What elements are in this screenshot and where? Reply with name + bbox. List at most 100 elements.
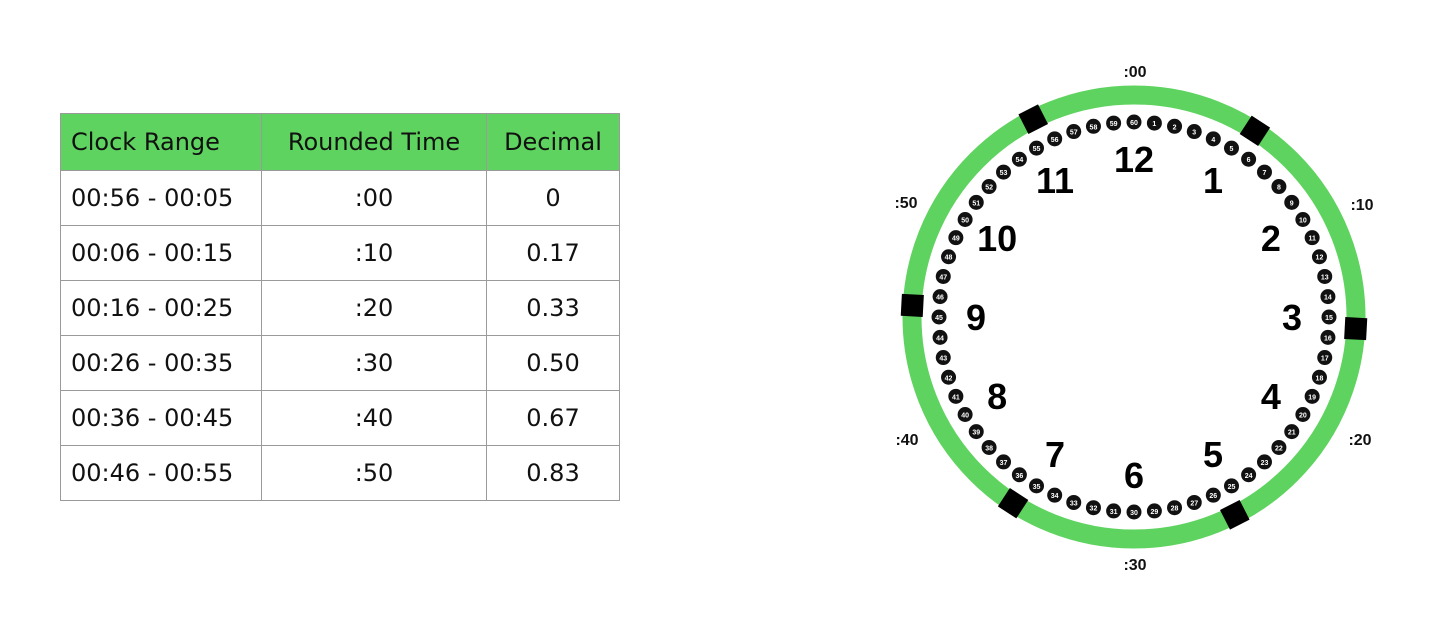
- minute-marker: [1085, 118, 1101, 134]
- minute-marker: [1256, 164, 1272, 180]
- minute-marker: [1317, 268, 1333, 284]
- minute-marker: [1321, 309, 1337, 325]
- minute-label: 39: [972, 430, 980, 437]
- minute-marker: [1047, 487, 1063, 503]
- minute-label: 9: [1290, 200, 1294, 207]
- segment-label: :40: [895, 432, 918, 449]
- segment-divider: [997, 487, 1029, 519]
- minute-label: 38: [985, 445, 993, 452]
- cell-clock-range: 00:56 - 00:05: [60, 170, 262, 226]
- minute-label: 23: [1261, 460, 1269, 467]
- table-row: 00:26 - 00:35:30 0.50: [60, 335, 620, 391]
- table-row: 00:46 - 00:55:50 0.83: [60, 445, 620, 501]
- cell-decimal: 0.33: [486, 280, 620, 336]
- hour-number: 5: [1203, 434, 1223, 475]
- minute-marker: [935, 350, 951, 366]
- header-rounded-time: Rounded Time: [261, 113, 487, 171]
- segment-divider: [900, 293, 924, 317]
- minute-marker: [968, 194, 984, 210]
- minute-marker: [1146, 503, 1162, 519]
- segment-label: :50: [894, 195, 917, 212]
- minute-label: 4: [1211, 137, 1215, 144]
- segment-label: :00: [1123, 64, 1146, 81]
- minute-label: 12: [1316, 255, 1324, 262]
- minute-marker: [1106, 115, 1122, 131]
- segment-divider: [1344, 317, 1368, 341]
- minute-marker: [981, 439, 997, 455]
- minute-marker: [935, 268, 951, 284]
- table-header-row: Clock Range Rounded Time Decimal: [60, 113, 620, 171]
- minute-label: 25: [1228, 484, 1236, 491]
- minute-marker: [1295, 212, 1311, 227]
- minute-label: 58: [1090, 124, 1098, 131]
- hour-number: 7: [1045, 434, 1065, 475]
- hour-number: 2: [1261, 218, 1281, 259]
- minute-label: 43: [939, 356, 947, 363]
- segment-label: :10: [1350, 197, 1373, 214]
- minute-marker: [1320, 289, 1336, 305]
- minute-marker: [1311, 249, 1327, 265]
- minute-label: 44: [936, 335, 944, 342]
- hour-number: 9: [966, 297, 986, 338]
- table-row: 00:06 - 00:15:10 0.17: [60, 225, 620, 281]
- minute-marker: [1167, 500, 1183, 516]
- minute-label: 17: [1321, 356, 1329, 363]
- cell-clock-range: 00:06 - 00:15: [60, 225, 262, 281]
- minute-marker: [948, 230, 964, 246]
- minute-label: 1: [1152, 121, 1156, 128]
- hour-number: 6: [1124, 455, 1144, 496]
- minute-marker: [932, 329, 948, 345]
- hour-number: 12: [1114, 139, 1154, 180]
- minute-label: 47: [939, 274, 947, 281]
- minute-marker: [1304, 230, 1320, 246]
- minute-label: 31: [1110, 509, 1118, 516]
- minute-marker: [981, 179, 997, 195]
- segment-divider: [1219, 500, 1250, 530]
- cell-decimal: 0.67: [486, 390, 620, 446]
- segment-label: :20: [1348, 432, 1371, 449]
- minute-label: 6: [1247, 157, 1251, 164]
- cell-rounded-time: :30: [261, 335, 487, 391]
- minute-marker: [1146, 115, 1162, 131]
- minute-label: 32: [1090, 506, 1098, 513]
- minute-marker: [1224, 478, 1239, 494]
- minute-marker: [957, 212, 973, 227]
- table-row: 00:56 - 00:05:00 0: [60, 170, 620, 226]
- minute-marker: [968, 424, 984, 440]
- cell-rounded-time: :40: [261, 390, 487, 446]
- minute-label: 57: [1070, 130, 1078, 137]
- segment-label: :30: [1123, 557, 1146, 574]
- minute-label: 48: [945, 255, 953, 262]
- green-ring: [902, 85, 1366, 549]
- minute-label: 34: [1051, 493, 1059, 500]
- segment-divider: [1018, 104, 1049, 134]
- hour-number: 4: [1261, 376, 1281, 417]
- minute-label: 56: [1051, 137, 1059, 144]
- minute-label: 14: [1324, 295, 1332, 302]
- minute-marker: [1047, 131, 1063, 147]
- cell-decimal: 0: [486, 170, 620, 226]
- minute-marker: [941, 249, 957, 265]
- minute-marker: [931, 309, 947, 325]
- minute-label: 16: [1324, 335, 1332, 342]
- minute-marker: [1205, 131, 1221, 147]
- minute-label: 35: [1033, 484, 1041, 491]
- rounding-table: Clock Range Rounded Time Decimal 00:56 -…: [60, 113, 620, 501]
- minute-label: 28: [1171, 506, 1179, 513]
- hour-number: 11: [1036, 160, 1074, 201]
- minute-marker: [1320, 329, 1336, 345]
- cell-clock-range: 00:26 - 00:35: [60, 335, 262, 391]
- minute-label: 40: [961, 413, 969, 420]
- minute-label: 21: [1288, 430, 1296, 437]
- minute-label: 46: [936, 295, 944, 302]
- minute-label: 51: [972, 200, 980, 207]
- minute-label: 54: [1015, 157, 1023, 164]
- cell-clock-range: 00:46 - 00:55: [60, 445, 262, 501]
- minute-label: 19: [1308, 394, 1316, 401]
- minute-label: 15: [1325, 315, 1333, 322]
- minute-label: 30: [1130, 510, 1138, 517]
- minute-marker: [1271, 179, 1287, 195]
- minute-label: 53: [1000, 170, 1008, 177]
- minute-label: 36: [1015, 473, 1023, 480]
- hour-number: 3: [1282, 297, 1302, 338]
